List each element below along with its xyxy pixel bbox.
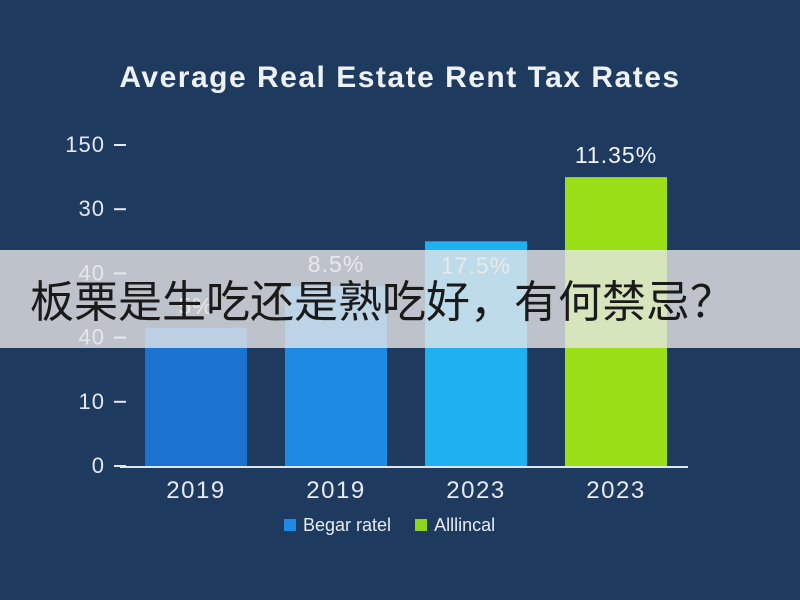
x-tick-label: 2023 bbox=[446, 477, 505, 504]
y-tick-label: 0 bbox=[92, 453, 105, 478]
chart-title: Average Real Estate Rent Tax Rates bbox=[119, 61, 681, 94]
y-tick-label: 30 bbox=[79, 196, 105, 221]
caption-banner: 板栗是生吃还是熟吃好，有何禁忌？ bbox=[0, 250, 800, 348]
y-tick-label: 10 bbox=[79, 389, 105, 414]
x-tick-label: 2019 bbox=[306, 477, 365, 504]
chart-legend: Begar ratel Alllincal bbox=[284, 514, 519, 536]
y-tick-label: 150 bbox=[65, 132, 105, 157]
legend-item: Begar ratel bbox=[284, 514, 391, 536]
legend-swatch bbox=[284, 519, 296, 531]
bar-value-label: 11.35% bbox=[575, 142, 657, 168]
x-tick-label: 2023 bbox=[586, 477, 645, 504]
legend-item: Alllincal bbox=[415, 514, 495, 536]
bar-1 bbox=[145, 327, 247, 467]
legend-swatch bbox=[415, 519, 428, 531]
legend-label: Alllincal bbox=[434, 515, 496, 535]
legend-label: Begar ratel bbox=[303, 515, 392, 535]
caption-text: 板栗是生吃还是熟吃好，有何禁忌？ bbox=[30, 277, 734, 328]
x-tick-label: 2019 bbox=[166, 477, 225, 504]
